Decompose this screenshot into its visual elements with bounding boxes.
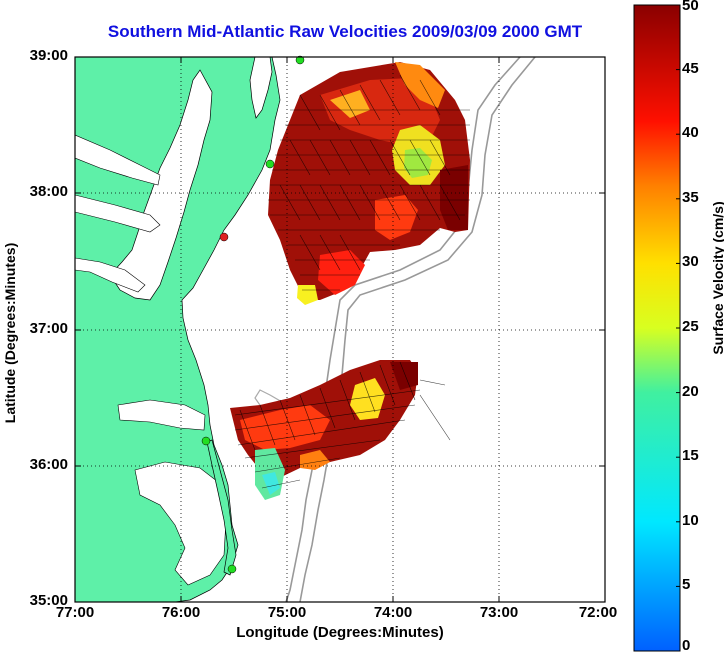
outer-banks <box>206 439 237 576</box>
chart-title: Southern Mid-Atlantic Raw Velocities 200… <box>107 22 583 41</box>
station-marker <box>219 232 229 242</box>
station-marker <box>295 55 305 65</box>
colorbar-ticks <box>676 4 680 587</box>
colorbar-tick-label: 15 <box>682 447 699 465</box>
y-tick-label: 36:00 <box>29 456 68 473</box>
x-axis-label: Longitude (Degrees:Minutes) <box>236 624 444 641</box>
x-tick-label: 77:00 <box>55 604 95 621</box>
colorbar-tick-label: 20 <box>682 382 699 400</box>
depth-contour <box>285 57 521 602</box>
albemarle-sound <box>117 399 206 431</box>
station-marker <box>265 159 275 169</box>
river-potomac <box>75 134 161 186</box>
x-tick-label: 76:00 <box>161 604 201 621</box>
y-tick-label: 35:00 <box>29 592 68 609</box>
velocity-field-south <box>230 360 418 500</box>
colorbar-tick-label: 0 <box>682 637 691 654</box>
x-tick-label: 72:00 <box>578 604 618 621</box>
station-marker <box>227 564 237 574</box>
depth-contour <box>299 57 536 602</box>
x-tick-label: 74:00 <box>373 604 413 621</box>
velocity-vectors <box>234 74 470 489</box>
pamlico-sound <box>134 461 227 586</box>
river-james <box>75 257 146 293</box>
grid-lines <box>75 57 605 602</box>
colorbar-tick-label: 25 <box>682 318 699 335</box>
colorbar-tick-label: 30 <box>682 253 699 271</box>
y-tick-label: 37:00 <box>29 320 68 337</box>
colorbar-tick-label: 45 <box>682 59 699 77</box>
axis-ticks <box>75 57 605 602</box>
colorbar <box>633 4 681 652</box>
colorbar-tick-label: 40 <box>682 124 699 142</box>
river-rappahannock <box>75 194 161 233</box>
x-tick-label: 75:00 <box>267 604 307 621</box>
x-tick-label: 73:00 <box>479 604 519 621</box>
y-tick-label: 38:00 <box>29 183 68 200</box>
delaware-bay <box>249 57 273 119</box>
chesapeake-bay <box>109 69 213 301</box>
colorbar-tick-label: 50 <box>682 0 699 14</box>
colorbar-tick-label: 35 <box>682 188 699 206</box>
y-tick-label: 39:00 <box>29 47 68 64</box>
station-marker <box>201 436 211 446</box>
land-mass <box>75 57 281 602</box>
colorbar-tick-label: 10 <box>682 511 699 529</box>
colorbar-tick-label: 5 <box>682 576 691 594</box>
